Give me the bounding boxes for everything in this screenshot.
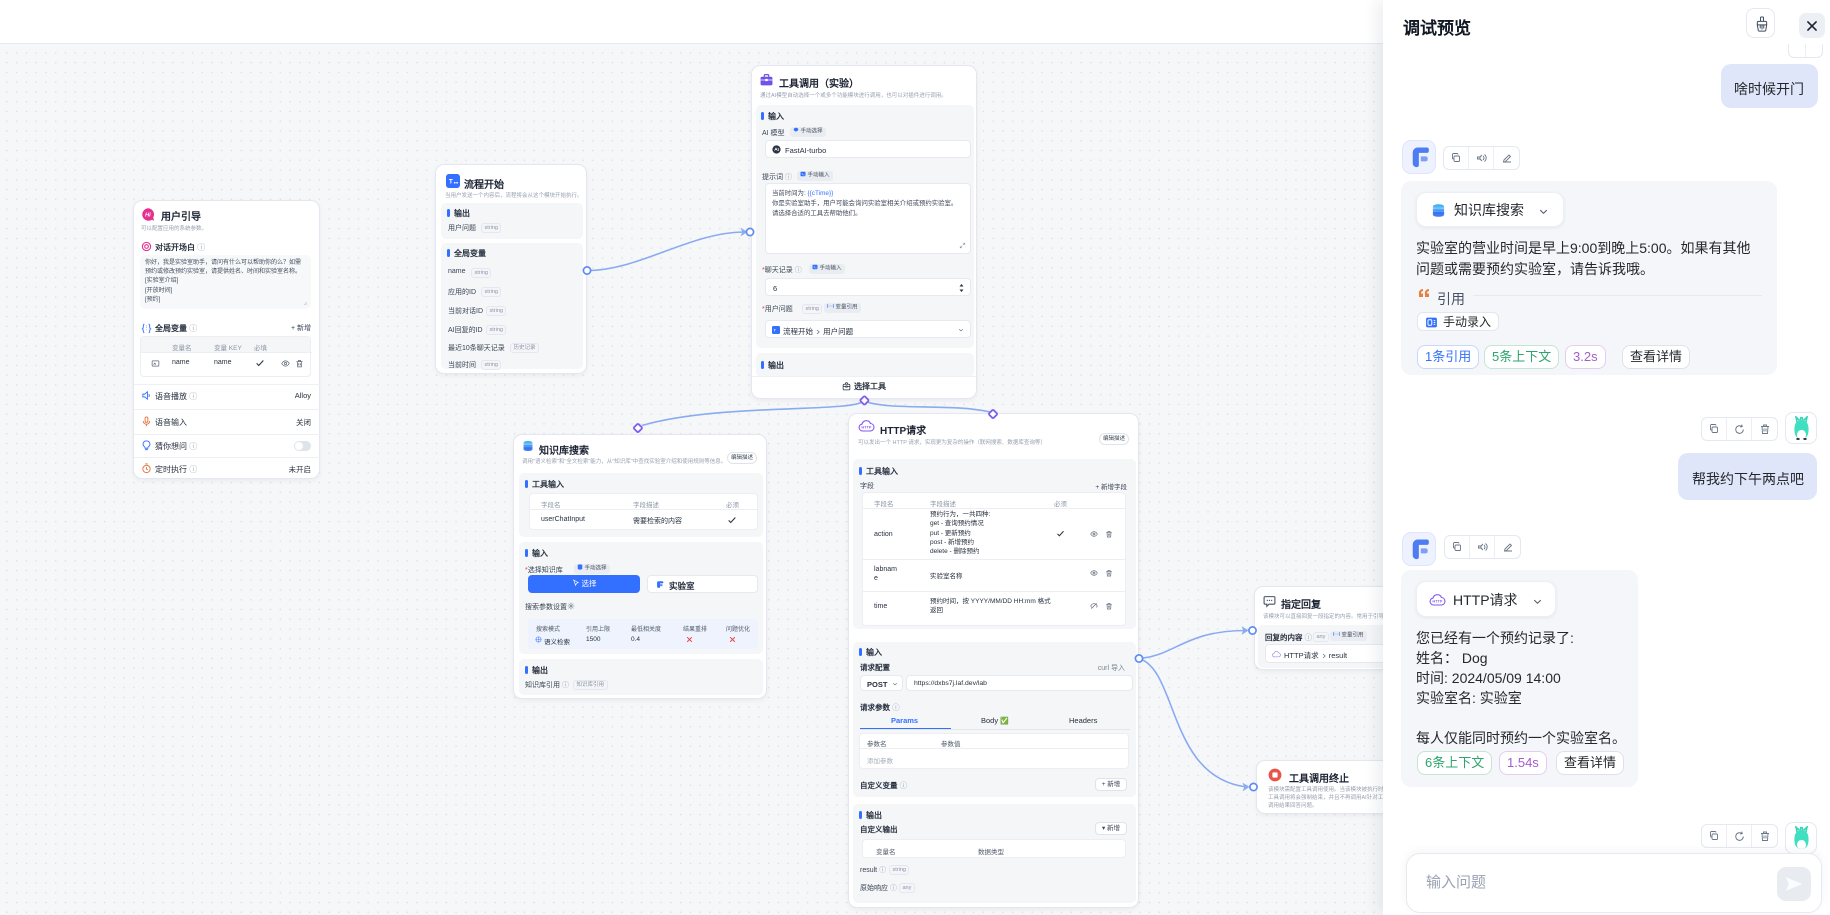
svg-text:T: T — [774, 328, 777, 332]
svg-text:T: T — [449, 178, 453, 185]
svg-text:HTTP: HTTP — [1433, 600, 1444, 604]
svg-text:HTTP: HTTP — [862, 426, 873, 430]
svg-text:Hi: Hi — [145, 212, 151, 218]
